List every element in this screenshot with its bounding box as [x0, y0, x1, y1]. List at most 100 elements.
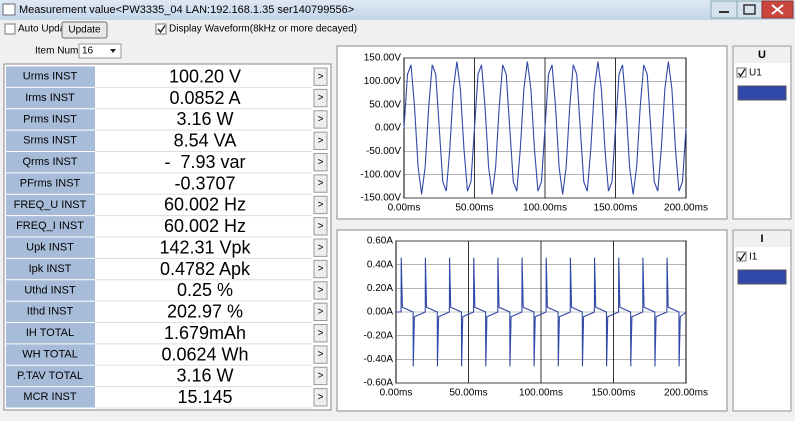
- legend-checkbox[interactable]: [736, 251, 747, 262]
- row-label-cell: [6, 258, 95, 280]
- row-value: 202.97 %: [167, 302, 243, 322]
- row-label: P.TAV TOTAL: [17, 370, 83, 382]
- row-label: MCR INST: [23, 391, 76, 403]
- row-label-cell: [6, 365, 95, 387]
- row-label: Prms INST: [23, 113, 77, 125]
- row-button[interactable]: [313, 259, 328, 279]
- row-label: Irms INST: [25, 92, 75, 104]
- row-button-label: >: [318, 135, 324, 146]
- x-tick-label: 50.00ms: [455, 203, 493, 214]
- row-button[interactable]: [313, 388, 328, 407]
- display-waveform-checkbox[interactable]: [155, 23, 167, 35]
- row-label: Uthd INST: [24, 284, 76, 296]
- row-button[interactable]: [313, 174, 328, 193]
- row-label-cell: [6, 109, 95, 130]
- row-button[interactable]: [313, 238, 328, 257]
- window-title: Measurement value<PW3335_04 LAN:192.168.…: [19, 4, 354, 16]
- row-button[interactable]: [313, 324, 328, 343]
- row-button-label: >: [318, 71, 324, 82]
- y-tick-label: 0.60A: [367, 236, 393, 247]
- item-num-dropdown[interactable]: [78, 43, 122, 59]
- minimize-button[interactable]: [710, 0, 738, 19]
- legend-color-swatch[interactable]: [737, 269, 787, 285]
- row-label-cell: [6, 66, 95, 87]
- row-label-cell: [6, 194, 95, 216]
- y-tick-label: 0.20A: [367, 283, 393, 294]
- row-label-cell: [6, 216, 95, 237]
- maximize-button[interactable]: [736, 0, 763, 19]
- row-button[interactable]: [313, 88, 328, 108]
- update-button[interactable]: [61, 21, 108, 39]
- x-tick-label: 50.00ms: [449, 388, 487, 399]
- row-label: PFrms INST: [20, 177, 81, 189]
- row-label: Ithd INST: [27, 306, 74, 318]
- row-button-label: >: [318, 285, 324, 296]
- maximize-icon: [743, 4, 756, 15]
- row-button-label: >: [318, 306, 324, 317]
- y-tick-label: -0.40A: [364, 354, 394, 365]
- row-value: 0.4782 Apk: [160, 259, 251, 279]
- row-button-label: >: [318, 93, 324, 104]
- y-tick-label: -0.60A: [364, 378, 394, 389]
- y-tick-label: 100.00V: [364, 76, 402, 87]
- row-button[interactable]: [313, 281, 328, 300]
- row-label-cell: [6, 301, 95, 322]
- row-button[interactable]: [313, 366, 328, 386]
- row-button[interactable]: [313, 131, 328, 150]
- y-tick-label: -100.00V: [360, 169, 401, 180]
- row-label: FREQ_U INST: [14, 199, 87, 211]
- row-button[interactable]: [313, 67, 328, 86]
- row-value: 60.002 Hz: [164, 216, 246, 236]
- x-tick-label: 0.00ms: [380, 388, 413, 399]
- y-tick-label: 0.00A: [367, 307, 393, 318]
- y-tick-label: 0.40A: [367, 259, 393, 270]
- row-button-label: >: [318, 264, 324, 275]
- x-tick-label: 0.00ms: [388, 203, 421, 214]
- row-label: Ipk INST: [29, 263, 72, 275]
- row-button-label: >: [318, 371, 324, 382]
- row-label-cell: [6, 87, 95, 109]
- row-label-cell: [6, 173, 95, 194]
- row-label-cell: [6, 130, 95, 151]
- auto-update-checkbox[interactable]: [4, 23, 16, 35]
- row-value: 0.0852 A: [169, 88, 240, 108]
- row-button[interactable]: [313, 217, 328, 236]
- row-button[interactable]: [313, 345, 328, 364]
- row-button-label: >: [318, 349, 324, 360]
- row-label: Qrms INST: [23, 156, 78, 168]
- row-button-label: >: [318, 242, 324, 253]
- row-value: 60.002 Hz: [164, 195, 246, 215]
- panel-title: I: [760, 233, 763, 245]
- x-tick-label: 150.00ms: [594, 203, 638, 214]
- row-value: -0.3707: [174, 173, 235, 193]
- row-button[interactable]: [313, 153, 328, 172]
- item-num-value: 16: [82, 46, 94, 57]
- row-label: Urms INST: [23, 71, 78, 83]
- row-button[interactable]: [313, 110, 328, 129]
- y-tick-label: 150.00V: [364, 53, 402, 64]
- row-label: IH TOTAL: [26, 327, 74, 339]
- table-rows: Urms INST 100.20 V > Irms INST 0.0852 A > Prms…: [6, 66, 328, 409]
- waveform-line: [403, 61, 687, 195]
- row-value: 15.145: [177, 387, 232, 407]
- row-button-label: >: [318, 178, 324, 189]
- display-waveform-label: Display Waveform(8kHz or more decayed): [169, 24, 357, 35]
- row-value: 100.20 V: [169, 66, 241, 86]
- check-mark: [737, 252, 746, 262]
- row-button-label: >: [318, 221, 324, 232]
- update-button-label: Update: [68, 25, 101, 36]
- x-tick-label: 150.00ms: [592, 388, 636, 399]
- title-bar: [0, 0, 795, 20]
- x-tick-label: 100.00ms: [523, 203, 567, 214]
- row-button-label: >: [318, 392, 324, 403]
- auto-update-label: Auto Update: [18, 24, 74, 35]
- row-button[interactable]: [313, 302, 328, 321]
- legend-checkbox[interactable]: [736, 67, 747, 78]
- row-label-cell: [6, 152, 95, 173]
- row-button[interactable]: [313, 195, 328, 215]
- row-value: 0.0624 Wh: [161, 344, 248, 364]
- legend-color-swatch[interactable]: [737, 85, 787, 101]
- app-icon: [2, 3, 16, 16]
- check-mark: [737, 68, 746, 78]
